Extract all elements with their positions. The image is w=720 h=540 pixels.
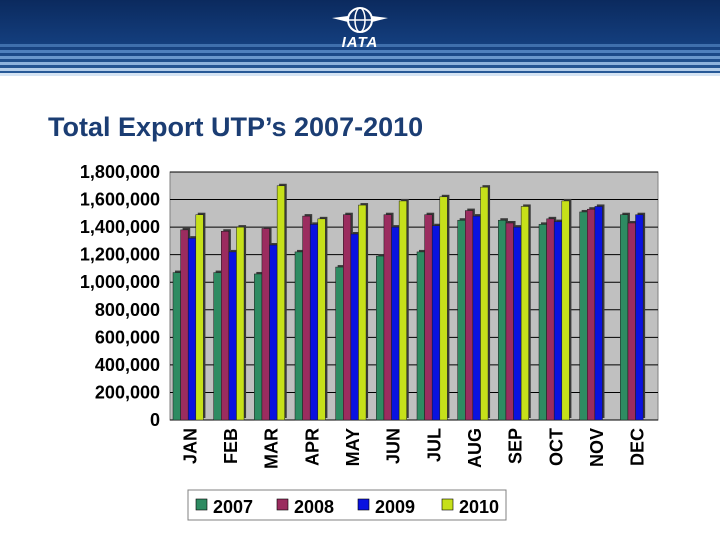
bar-2010-aug — [480, 186, 489, 421]
legend-label: 2008 — [294, 497, 334, 517]
y-tick-label: 0 — [150, 410, 160, 430]
iata-logo: IATA — [328, 6, 392, 54]
bar-2010-apr — [317, 218, 326, 421]
legend-label: 2009 — [375, 497, 415, 517]
x-tick-label: MAR — [262, 428, 282, 469]
bar-2009-nov — [594, 206, 603, 421]
x-tick-label: SEP — [506, 428, 526, 464]
plot-area — [169, 171, 659, 421]
y-tick-label: 200,000 — [95, 382, 160, 402]
bar-2010-oct — [561, 200, 570, 421]
x-tick-label: DEC — [628, 428, 648, 466]
x-tick-label: AUG — [465, 428, 485, 468]
bar-2009-jan — [187, 237, 197, 421]
y-tick-label: 1,400,000 — [80, 217, 160, 237]
bar-2009-jul — [431, 225, 441, 421]
bar-2007-apr — [294, 251, 303, 421]
bar-2008-feb — [221, 230, 230, 421]
bar-2007-mar — [254, 273, 263, 421]
bar-2009-sep — [513, 226, 522, 421]
bar-2010-sep — [520, 206, 529, 421]
y-tick-label: 600,000 — [95, 327, 160, 347]
x-tick-label: NOV — [587, 428, 607, 467]
page-title: Total Export UTP’s 2007-2010 — [48, 112, 424, 142]
bar-2010-jun — [398, 200, 407, 421]
bar-2007-jul — [416, 251, 425, 421]
bar-2010-feb — [236, 226, 245, 421]
bar-2008-oct — [546, 218, 555, 421]
bar-2009-aug — [472, 215, 481, 421]
bar-2007-oct — [538, 224, 547, 421]
x-tick-label: FEB — [221, 428, 241, 464]
y-tick-label: 1,600,000 — [80, 190, 160, 210]
y-tick-label: 400,000 — [95, 355, 160, 375]
bar-2007-sep — [498, 219, 507, 421]
bar-2008-jun — [383, 214, 392, 421]
y-tick-label: 800,000 — [95, 300, 160, 320]
y-tick-label: 1,800,000 — [80, 162, 160, 182]
x-tick-label: APR — [302, 428, 322, 466]
globe-icon — [332, 7, 388, 33]
bar-2008-may — [343, 214, 352, 421]
bar-2009-jun — [391, 226, 400, 421]
bar-2010-jan — [195, 214, 204, 421]
bar-2009-apr — [309, 224, 319, 421]
x-tick-label: OCT — [546, 428, 566, 466]
legend-swatch — [195, 498, 208, 511]
bar-2009-oct — [553, 221, 563, 421]
y-tick-label: 1,000,000 — [80, 272, 160, 292]
bar-2007-jun — [376, 255, 385, 421]
bar-2008-jul — [424, 214, 433, 421]
bar-2008-sep — [505, 222, 514, 421]
bar-2007-aug — [457, 219, 466, 421]
legend-label: 2007 — [213, 497, 253, 517]
x-tick-label: MAY — [343, 428, 363, 466]
bar-2007-feb — [213, 272, 222, 421]
x-tick-label: JUN — [384, 428, 404, 464]
x-tick-label: JAN — [180, 428, 200, 464]
bar-2007-jan — [172, 272, 181, 421]
legend-swatch — [357, 498, 370, 511]
bar-2009-may — [350, 233, 359, 421]
header-banner: IATA — [0, 0, 720, 76]
bar-2010-may — [358, 204, 367, 421]
legend-label: 2010 — [459, 497, 499, 517]
bar-2009-dec — [635, 214, 644, 421]
bar-2007-dec — [620, 214, 629, 421]
bar-2009-mar — [269, 244, 278, 421]
bar-2008-dec — [627, 222, 636, 421]
bar-2008-nov — [587, 208, 596, 421]
bar-2007-may — [335, 266, 344, 421]
bar-2008-jan — [180, 229, 189, 421]
legend-swatch — [441, 498, 454, 511]
bar-2008-apr — [302, 215, 311, 421]
bar-2009-feb — [228, 251, 237, 421]
bar-2008-mar — [261, 228, 270, 421]
bar-2010-jul — [439, 196, 448, 421]
logo-text: IATA — [341, 34, 379, 51]
y-tick-label: 1,200,000 — [80, 245, 160, 265]
bar-2007-nov — [579, 211, 588, 421]
legend-swatch — [276, 498, 289, 511]
bar-2008-aug — [465, 210, 474, 421]
x-tick-label: JUL — [424, 428, 444, 462]
bar-2010-mar — [276, 185, 285, 421]
